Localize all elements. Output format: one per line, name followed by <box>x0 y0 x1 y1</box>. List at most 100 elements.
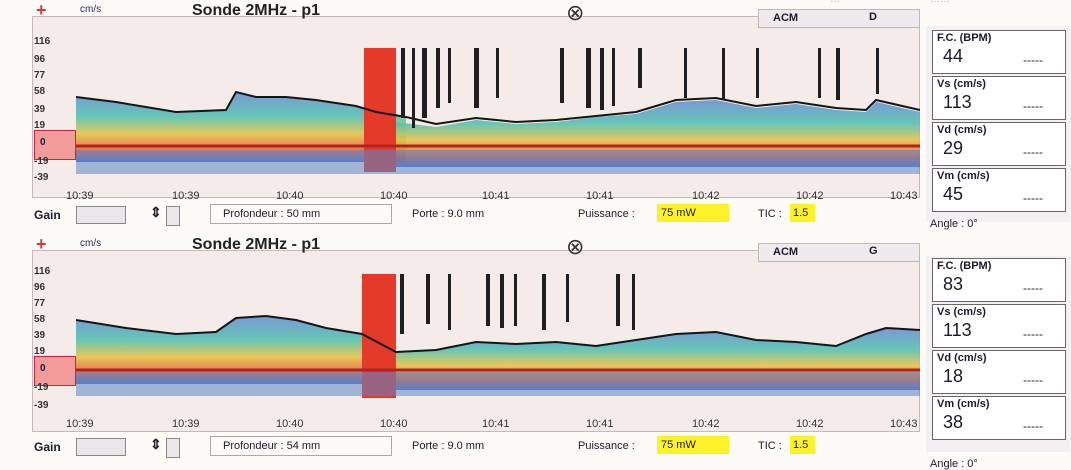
depth-adjust-icon[interactable]: ⇕ <box>150 436 162 452</box>
depth-adjust-box[interactable] <box>166 438 180 458</box>
x-tick: 10:39 <box>172 190 200 202</box>
y-label: 77 <box>34 298 46 309</box>
probe-title: Sonde 2MHz - p1 <box>192 2 321 19</box>
metric-dash: ----- <box>1023 281 1043 295</box>
metric-systolic-velocity: Vs (cm/s) 113 ----- <box>932 76 1066 120</box>
crossed-probe-icon[interactable]: ⊗ <box>566 234 585 259</box>
metric-systolic-velocity: Vs (cm/s) 113 ----- <box>932 304 1066 348</box>
plus-icon[interactable]: + <box>36 234 47 254</box>
metrics-sidebar: F.C. (BPM) 44 ----- Vs (cm/s) 113 ----- … <box>926 26 1070 222</box>
metric-value: 113 <box>943 92 972 112</box>
side-label: D <box>869 11 877 23</box>
x-tick: 10:42 <box>692 190 720 202</box>
metric-value: 44 <box>943 46 964 66</box>
vessel-label: ACM <box>773 246 799 258</box>
metric-label: Vs (cm/s) <box>937 78 986 90</box>
x-tick: 10:40 <box>276 418 304 430</box>
metric-heart-rate: F.C. (BPM) 83 ----- <box>932 258 1066 302</box>
signal-spikes <box>400 274 635 334</box>
gain-control[interactable] <box>76 438 126 456</box>
metric-dash: ----- <box>1023 419 1043 433</box>
tic-label: TIC : <box>758 208 782 220</box>
y-label: 116 <box>34 36 51 47</box>
metric-dash: ----- <box>1023 373 1043 387</box>
metric-label: Vm (cm/s) <box>937 398 990 410</box>
y-label: 96 <box>34 282 46 293</box>
y-label: 77 <box>34 70 46 81</box>
vessel-selector[interactable]: ACM D <box>758 9 920 28</box>
tic-value[interactable]: 1.5 <box>790 436 815 454</box>
side-label: G <box>869 245 878 257</box>
y-label: 58 <box>34 86 46 97</box>
x-tick: 10:39 <box>66 190 94 202</box>
metric-value: 113 <box>943 320 972 340</box>
metrics-sidebar: F.C. (BPM) 83 ----- Vs (cm/s) 113 ----- … <box>926 256 1070 452</box>
plus-icon[interactable]: + <box>36 0 47 20</box>
power-value[interactable]: 75 mW <box>657 204 729 222</box>
power-value[interactable]: 75 mW <box>657 436 729 454</box>
metric-value: 83 <box>943 274 964 294</box>
metric-dash: ----- <box>1023 53 1043 67</box>
vessel-selector[interactable]: ACM G <box>758 243 920 262</box>
metric-dash: ----- <box>1023 327 1043 341</box>
metric-value: 45 <box>943 184 964 204</box>
x-tick: 10:41 <box>586 418 614 430</box>
x-tick: 10:40 <box>276 190 304 202</box>
x-tick: 10:42 <box>796 418 824 430</box>
power-label: Puissance : <box>578 440 635 452</box>
metric-label: Vs (cm/s) <box>937 306 986 318</box>
metric-value: 38 <box>943 412 964 432</box>
doppler-spectrum <box>76 48 920 174</box>
y-label: 58 <box>34 314 46 325</box>
depth-field[interactable]: Profondeur : 54 mm <box>210 436 392 456</box>
metric-label: Vd (cm/s) <box>937 124 987 136</box>
y-label: -39 <box>34 400 49 411</box>
x-tick: 10:41 <box>586 190 614 202</box>
angle-label: Angle : 0° <box>930 458 978 470</box>
y-label: -19 <box>34 156 49 167</box>
x-tick: 10:42 <box>796 190 824 202</box>
angle-label: Angle : 0° <box>930 218 978 230</box>
metric-value: 18 <box>943 366 964 386</box>
baseline-marker[interactable]: 0 <box>34 356 76 386</box>
metric-label: Vm (cm/s) <box>937 170 990 182</box>
metric-mean-velocity: Vm (cm/s) 38 ----- <box>932 396 1066 440</box>
gate-label: Porte : 9.0 mm <box>412 440 485 452</box>
baseline-zero: 0 <box>40 137 46 148</box>
doppler-panel-left: + cm/s Sonde 2MHz - p1 ⊗ ACM G 116 96 77… <box>0 234 1071 470</box>
velocity-unit: cm/s <box>80 238 102 249</box>
doppler-spectrum <box>76 274 920 398</box>
control-bar: Gain ⇕ Profondeur : 50 mm Porte : 9.0 mm… <box>0 202 920 230</box>
depth-adjust-box[interactable] <box>166 206 180 226</box>
metric-label: Vd (cm/s) <box>937 352 987 364</box>
x-tick: 10:40 <box>380 190 408 202</box>
y-label: 39 <box>34 330 46 341</box>
gain-control[interactable] <box>76 206 126 224</box>
top-right-fragment: …… <box>930 0 950 5</box>
power-label: Puissance : <box>578 208 635 220</box>
depth-adjust-icon[interactable]: ⇕ <box>150 204 162 220</box>
vessel-label: ACM <box>773 12 799 24</box>
metric-label: F.C. (BPM) <box>937 32 992 44</box>
depth-field[interactable]: Profondeur : 50 mm <box>210 204 392 224</box>
control-bar: Gain ⇕ Profondeur : 54 mm Porte : 9.0 mm… <box>0 434 920 462</box>
x-tick: 10:39 <box>172 418 200 430</box>
metric-dash: ----- <box>1023 191 1043 205</box>
x-tick: 10:41 <box>482 418 510 430</box>
signal-spikes <box>401 48 879 128</box>
metric-dash: ----- <box>1023 145 1043 159</box>
baseline-marker[interactable]: 0 <box>34 130 76 160</box>
x-tick: 10:39 <box>66 418 94 430</box>
tic-value[interactable]: 1.5 <box>790 204 815 222</box>
top-right-fragment: … <box>830 0 840 5</box>
metric-label: F.C. (BPM) <box>937 260 992 272</box>
x-tick: 10:41 <box>482 190 510 202</box>
crossed-probe-icon[interactable]: ⊗ <box>566 0 585 25</box>
y-label: 19 <box>34 346 46 357</box>
y-label: -19 <box>34 382 49 393</box>
x-tick: 10:43 <box>890 190 918 202</box>
metric-dash: ----- <box>1023 99 1043 113</box>
metric-heart-rate: F.C. (BPM) 44 ----- <box>932 30 1066 74</box>
metric-value: 29 <box>943 138 964 158</box>
envelope-trace <box>76 314 920 354</box>
